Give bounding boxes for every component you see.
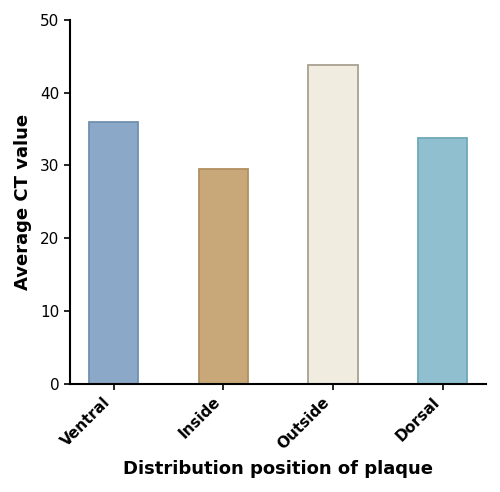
Y-axis label: Average CT value: Average CT value	[14, 114, 32, 290]
Bar	[198, 169, 248, 384]
Bar	[308, 65, 358, 384]
Bar	[89, 122, 138, 384]
Bar	[418, 138, 467, 384]
X-axis label: Distribution position of plaque: Distribution position of plaque	[123, 460, 433, 478]
